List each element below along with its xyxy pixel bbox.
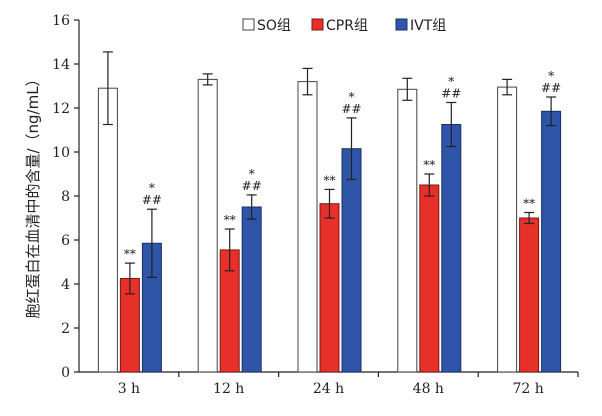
- significance-star: **: [124, 247, 136, 261]
- bar-ivt-4: [541, 110, 562, 373]
- legend-swatch-cpr: [311, 18, 324, 31]
- y-tick-label: 10: [52, 145, 70, 161]
- y-tick-label: 8: [61, 189, 70, 205]
- bar-so-2: [297, 81, 318, 373]
- significance-hash: ##: [541, 81, 561, 95]
- x-tick-label: 48 h: [413, 381, 444, 397]
- bar-so-3: [397, 88, 418, 373]
- bar-cpr-4: [519, 217, 540, 373]
- y-tick-label: 0: [61, 365, 70, 381]
- legend-label-so: SO组: [257, 18, 291, 34]
- ticks-layer: 0 2 4 6 8 10 12 14 16 3 h 12 h 24 h 48 h 72 h: [52, 13, 579, 397]
- significance-star: **: [423, 158, 435, 172]
- significance-star: *: [349, 90, 355, 104]
- error-bars-layer: [102, 51, 557, 295]
- y-tick-label: 4: [61, 277, 70, 293]
- significance-star: **: [523, 197, 535, 211]
- bar-cpr-3: [419, 184, 440, 373]
- legend: SO组 CPR组 IVT组: [242, 18, 446, 34]
- significance-star: *: [448, 75, 454, 89]
- y-tick-label: 2: [61, 321, 70, 337]
- significance-annotations: ***##***## ***##***##***##: [124, 69, 561, 261]
- legend-swatch-ivt: [395, 18, 408, 31]
- legend-label-ivt: IVT组: [410, 18, 446, 34]
- significance-hash: ##: [142, 193, 162, 207]
- y-tick-label: 6: [61, 233, 70, 249]
- legend-label-cpr: CPR组: [326, 18, 368, 34]
- bar-ivt-1: [241, 206, 262, 373]
- x-tick-label: 3 h: [118, 381, 140, 397]
- significance-hash: ##: [242, 179, 262, 193]
- significance-star: *: [249, 167, 255, 181]
- bar-ivt-2: [341, 148, 362, 373]
- bar-cpr-2: [319, 203, 340, 373]
- x-tick-label: 24 h: [313, 381, 344, 397]
- significance-star: **: [324, 173, 336, 187]
- significance-star: *: [149, 181, 155, 195]
- bar-so-4: [497, 86, 518, 373]
- y-axis-label: 胞红蛋白在血清中的含量/（ng/mL）: [24, 71, 42, 318]
- bars-layer: [97, 78, 562, 373]
- significance-hash: ##: [441, 87, 461, 101]
- significance-star: *: [548, 69, 554, 83]
- x-tick-label: 72 h: [512, 381, 543, 397]
- bar-ivt-3: [441, 124, 462, 373]
- y-tick-label: 14: [52, 57, 70, 73]
- y-tick-label: 16: [52, 13, 70, 29]
- legend-swatch-so: [242, 18, 255, 31]
- significance-hash: ##: [341, 102, 361, 116]
- bar-so-1: [197, 78, 218, 373]
- x-tick-label: 12 h: [213, 381, 244, 397]
- bar-so-0: [97, 87, 118, 373]
- significance-star: **: [224, 213, 236, 227]
- y-tick-label: 12: [52, 101, 70, 117]
